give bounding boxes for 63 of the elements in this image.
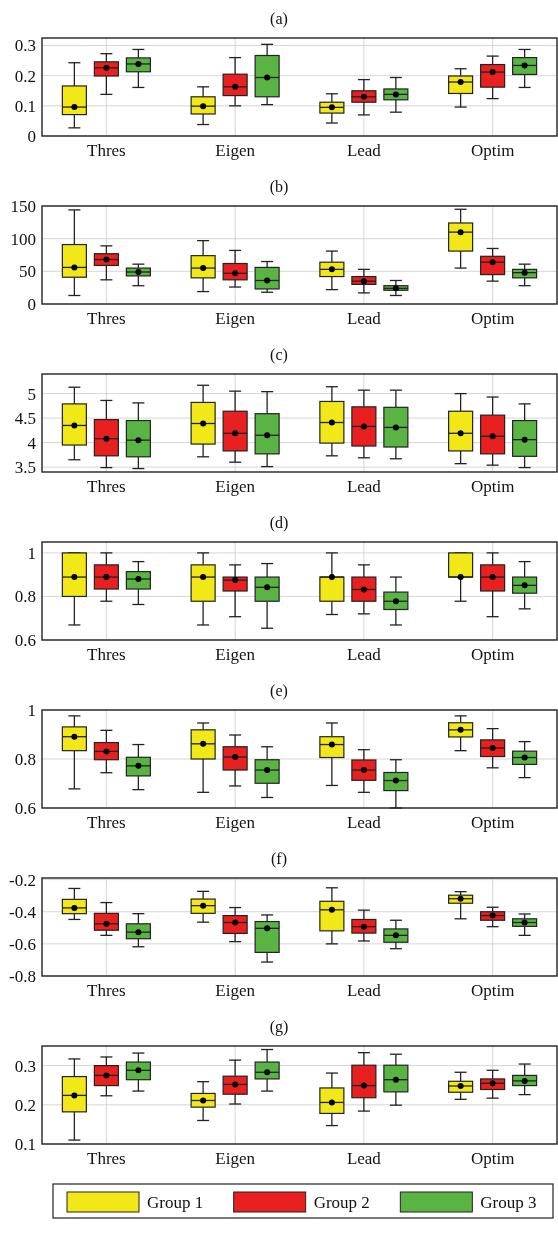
y-tick-label: 0.1 xyxy=(14,96,36,116)
x-tick-label: Eigen xyxy=(215,309,256,329)
y-tick-label: 150 xyxy=(10,196,36,216)
y-tick-label: 0.3 xyxy=(14,1056,36,1076)
y-tick-label: 0.8 xyxy=(14,749,36,769)
y-tick-label: -0.8 xyxy=(9,966,36,986)
chart-title: (f) xyxy=(271,850,287,868)
x-tick-label: Optim xyxy=(470,309,515,329)
y-tick-label: 4.5 xyxy=(14,409,36,429)
x-tick-label: Eigen xyxy=(215,1149,256,1169)
y-tick-label: 0.1 xyxy=(14,1134,36,1154)
y-tick-label: 0.3 xyxy=(14,36,36,56)
x-tick-label: Optim xyxy=(470,981,515,1001)
x-tick-label: Eigen xyxy=(215,141,256,161)
x-tick-label: Lead xyxy=(346,309,382,329)
x-tick-label: Thres xyxy=(87,309,126,329)
y-tick-label: 5 xyxy=(27,384,36,404)
x-tick-label: Thres xyxy=(87,141,126,161)
y-tick-label: 0.2 xyxy=(14,1095,36,1115)
x-tick-label: Optim xyxy=(470,141,515,161)
y-tick-label: 0.6 xyxy=(14,630,36,650)
x-tick-label: Optim xyxy=(470,813,515,833)
y-tick-label: -0.2 xyxy=(9,870,36,890)
y-tick-label: 0.2 xyxy=(14,66,36,86)
x-tick-label: Thres xyxy=(87,477,126,497)
chart-title: (c) xyxy=(270,346,288,364)
y-tick-label: 0.8 xyxy=(14,587,36,607)
x-tick-label: Lead xyxy=(346,981,382,1001)
y-tick-label: 50 xyxy=(19,262,36,282)
x-tick-label: Lead xyxy=(346,645,382,665)
chart-title: (a) xyxy=(270,10,288,28)
x-tick-label: Thres xyxy=(87,1149,126,1169)
y-tick-label: 100 xyxy=(10,229,36,249)
y-tick-label: 1 xyxy=(27,700,36,720)
x-tick-label: Lead xyxy=(346,1149,382,1169)
x-tick-label: Lead xyxy=(346,141,382,161)
x-tick-label: Thres xyxy=(87,813,126,833)
x-tick-label: Thres xyxy=(87,645,126,665)
legend-label: Group 2 xyxy=(313,1193,370,1212)
y-tick-label: 3.5 xyxy=(14,458,36,478)
x-tick-label: Thres xyxy=(87,981,126,1001)
x-tick-label: Optim xyxy=(470,1149,515,1169)
y-tick-label: 0.6 xyxy=(14,798,36,818)
y-tick-label: -0.4 xyxy=(9,902,37,922)
legend-label: Group 1 xyxy=(147,1193,204,1212)
y-tick-label: -0.6 xyxy=(9,934,36,954)
y-tick-label: 1 xyxy=(27,543,36,563)
x-tick-label: Optim xyxy=(470,477,515,497)
chart-title: (e) xyxy=(270,682,288,700)
legend-label: Group 3 xyxy=(480,1193,537,1212)
y-tick-label: 4 xyxy=(27,433,37,453)
y-tick-label: 0 xyxy=(27,126,36,146)
x-tick-label: Eigen xyxy=(215,813,256,833)
x-tick-label: Eigen xyxy=(215,645,256,665)
x-tick-label: Eigen xyxy=(215,981,256,1001)
x-tick-label: Lead xyxy=(346,813,382,833)
chart-title: (b) xyxy=(269,178,289,196)
y-tick-label: 0 xyxy=(27,294,36,314)
chart-title: (g) xyxy=(269,1018,289,1036)
x-tick-label: Eigen xyxy=(215,477,256,497)
x-tick-label: Lead xyxy=(346,477,382,497)
chart-title: (d) xyxy=(269,514,289,532)
x-tick-label: Optim xyxy=(470,645,515,665)
